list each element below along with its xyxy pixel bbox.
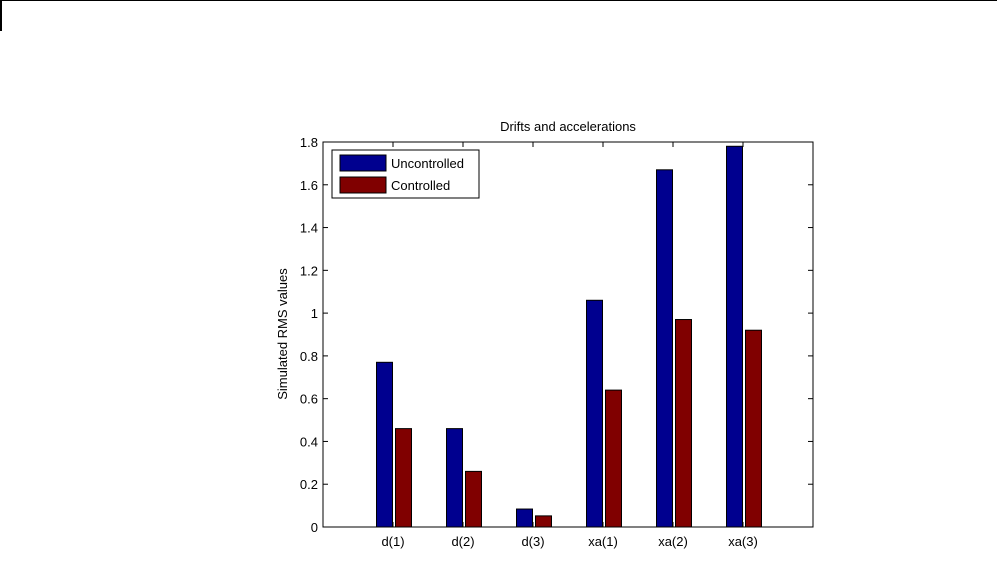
y-axis-label: Simulated RMS values	[275, 268, 290, 400]
window-frame-top	[0, 0, 997, 1]
bar-uncontrolled-xa(3)	[726, 145, 743, 528]
bar-controlled-xa(1)	[605, 389, 622, 528]
y-tick-label: 0	[311, 520, 318, 535]
legend-label-controlled: Controlled	[391, 178, 450, 193]
y-tick-label: 1.8	[300, 135, 318, 150]
legend: Uncontrolled Controlled	[331, 149, 480, 199]
legend-swatch-controlled	[339, 176, 387, 194]
y-tick-label: 0.8	[300, 349, 318, 364]
y-tick-label: 0.4	[300, 434, 318, 449]
y-tick-label: 1.4	[300, 221, 318, 236]
x-tick-label: xa(1)	[588, 534, 618, 549]
bar-controlled-xa(3)	[745, 329, 762, 528]
bar-uncontrolled-xa(1)	[586, 299, 603, 528]
x-tick-label: d(2)	[451, 534, 474, 549]
legend-swatch-uncontrolled	[339, 154, 387, 172]
bar-uncontrolled-d(1)	[376, 361, 393, 528]
bar-controlled-xa(2)	[675, 319, 692, 528]
x-tick-label: d(1)	[381, 534, 404, 549]
x-tick-label: xa(2)	[658, 534, 688, 549]
bar-controlled-d(1)	[395, 428, 412, 528]
y-tick-label: 0.6	[300, 392, 318, 407]
axes-box	[322, 141, 814, 528]
y-tick-label: 0.2	[300, 477, 318, 492]
bar-uncontrolled-d(3)	[516, 508, 533, 528]
y-tick-label: 1.2	[300, 263, 318, 278]
legend-label-uncontrolled: Uncontrolled	[391, 156, 464, 171]
bar-controlled-d(2)	[465, 470, 482, 528]
bar-uncontrolled-xa(2)	[656, 169, 673, 528]
x-tick-label: xa(3)	[728, 534, 758, 549]
chart-title: Drifts and accelerations	[500, 119, 636, 134]
x-tick-label: d(3)	[521, 534, 544, 549]
bar-uncontrolled-d(2)	[446, 428, 463, 528]
y-tick-label: 1	[311, 306, 318, 321]
y-tick-label: 1.6	[300, 178, 318, 193]
window-frame-left	[0, 0, 2, 31]
bar-controlled-d(3)	[535, 515, 552, 528]
